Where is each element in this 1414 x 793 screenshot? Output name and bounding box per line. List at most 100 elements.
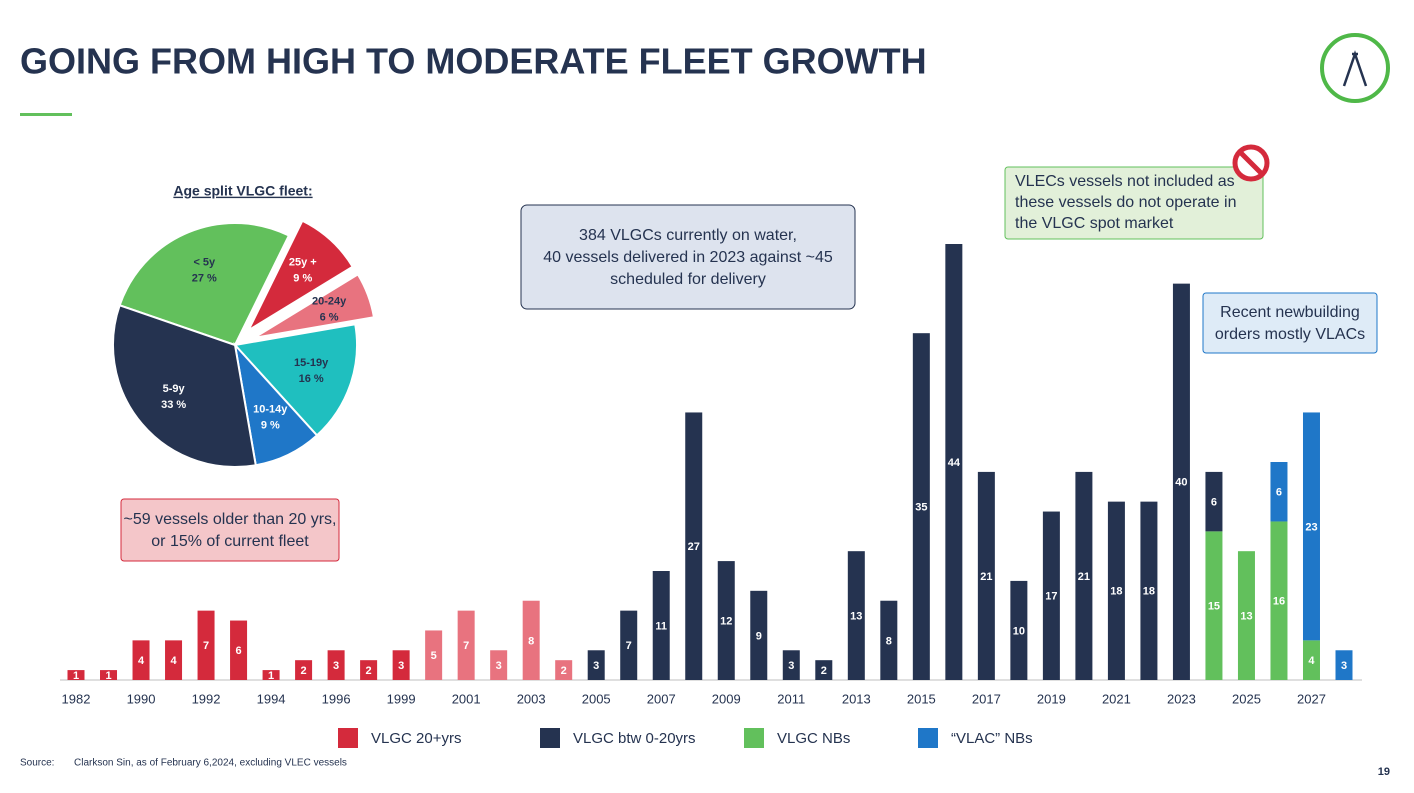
- bar: [262, 670, 280, 680]
- annotation-box: VLECs vessels not included as these vess…: [1004, 166, 1264, 240]
- bar-value-label: 6: [1276, 487, 1282, 499]
- x-tick-label: 2017: [972, 691, 1001, 706]
- x-tick-label: 2027: [1297, 691, 1326, 706]
- x-tick-label: 2013: [842, 691, 871, 706]
- annotation-line: 40 vessels delivered in 2023 against ~45: [543, 249, 833, 266]
- x-tick-label: 2001: [452, 691, 481, 706]
- bar-value-label: 15: [1208, 601, 1220, 613]
- bar-value-label: 3: [1341, 660, 1347, 672]
- bar: [587, 650, 605, 680]
- bar: [165, 640, 183, 680]
- bar: [1107, 501, 1125, 680]
- annotation-box: 384 VLGCs currently on water, 40 vessels…: [520, 204, 856, 310]
- bar: [555, 660, 573, 680]
- x-tick-label: 1990: [127, 691, 156, 706]
- x-tick-label: 1994: [257, 691, 286, 706]
- slide-title: GOING FROM HIGH TO MODERATE FLEET GROWTH: [20, 41, 927, 82]
- bar-value-label: 11: [655, 620, 667, 632]
- pie-title: Age split VLGC fleet:: [173, 183, 312, 199]
- legend-label: “VLAC” NBs: [951, 730, 1033, 747]
- bar: [197, 610, 215, 680]
- page-number: 19: [1378, 766, 1390, 778]
- bar: [652, 571, 670, 680]
- legend-swatch: [744, 728, 764, 748]
- bar-value-label: 1: [105, 670, 111, 682]
- bar: [425, 630, 443, 680]
- bar-value-label: 40: [1175, 477, 1187, 489]
- bar: [100, 670, 118, 680]
- bar-value-label: 3: [398, 660, 404, 672]
- annotation-box: Recent newbuilding orders mostly VLACs: [1202, 292, 1378, 354]
- source-label: Source:: [20, 758, 54, 769]
- bar-value-label: 21: [980, 571, 992, 583]
- bar: [1270, 521, 1288, 680]
- x-tick-label: 1999: [387, 691, 416, 706]
- bar: [327, 650, 345, 680]
- bar-value-label: 18: [1143, 586, 1155, 598]
- bar: [847, 551, 865, 680]
- pie-value-label: 6 %: [320, 312, 339, 324]
- bar: [360, 660, 378, 680]
- legend-label: VLGC NBs: [777, 730, 850, 747]
- bar-value-label: 44: [948, 457, 961, 469]
- logo: [1320, 33, 1390, 103]
- x-tick-label: 1992: [192, 691, 221, 706]
- x-tick-label: 2003: [517, 691, 546, 706]
- pie-label: < 5y: [193, 256, 216, 268]
- bar-value-label: 2: [561, 665, 567, 677]
- bar-value-label: 7: [463, 640, 469, 652]
- annotation-line: ~59 vessels older than 20 yrs,: [123, 511, 336, 528]
- bar: [1075, 471, 1093, 680]
- bar: [815, 660, 833, 680]
- pie-value-label: 16 %: [299, 373, 324, 385]
- bar: [977, 471, 995, 680]
- bar-value-label: 9: [756, 630, 762, 642]
- bar-value-label: 6: [1211, 497, 1217, 509]
- bar: [945, 244, 963, 680]
- pie-label: 25y +: [289, 257, 317, 269]
- annotation-line: these vessels do not operate in: [1015, 194, 1236, 211]
- bar: [1010, 580, 1028, 680]
- pie-slice: [112, 304, 257, 468]
- no-entry-icon: [1232, 144, 1270, 182]
- x-tick-label: 2019: [1037, 691, 1066, 706]
- bar: [1205, 531, 1223, 680]
- pie-value-label: 27 %: [192, 272, 217, 284]
- bar: [1172, 283, 1190, 680]
- bar: [880, 600, 898, 680]
- bar-value-label: 1: [73, 670, 79, 682]
- bar: [457, 610, 475, 680]
- bar: [620, 610, 638, 680]
- pie-value-label: 33 %: [161, 399, 186, 411]
- bar-value-label: 27: [688, 541, 700, 553]
- bar: [1140, 501, 1158, 680]
- bar: [1335, 650, 1353, 680]
- bar-value-label: 6: [236, 645, 242, 657]
- bar: [717, 561, 735, 680]
- bar: [1302, 412, 1320, 641]
- x-tick-label: 2011: [777, 691, 805, 706]
- pie-slice: [118, 222, 291, 347]
- x-tick-label: 2007: [647, 691, 676, 706]
- legend-label: VLGC btw 0-20yrs: [573, 730, 696, 747]
- bar: [295, 660, 313, 680]
- annotation-line: VLECs vessels not included as: [1015, 173, 1235, 190]
- bar-value-label: 2: [366, 665, 372, 677]
- annotation-box: ~59 vessels older than 20 yrs, or 15% of…: [120, 498, 340, 562]
- bar-value-label: 4: [1308, 655, 1315, 667]
- bar-value-label: 13: [850, 610, 862, 622]
- x-tick-label: 2023: [1167, 691, 1196, 706]
- bar-value-label: 3: [593, 660, 599, 672]
- x-tick-label: 1996: [322, 691, 351, 706]
- bar: [912, 333, 930, 680]
- bar: [230, 620, 248, 680]
- annotation-line: the VLGC spot market: [1015, 215, 1174, 232]
- x-tick-label: 1982: [62, 691, 91, 706]
- bar: [1302, 640, 1320, 680]
- annotation-line: scheduled for delivery: [610, 271, 766, 288]
- bar-value-label: 35: [915, 501, 927, 513]
- bar: [1237, 551, 1255, 680]
- bar: [392, 650, 410, 680]
- pie-slice: [233, 323, 358, 437]
